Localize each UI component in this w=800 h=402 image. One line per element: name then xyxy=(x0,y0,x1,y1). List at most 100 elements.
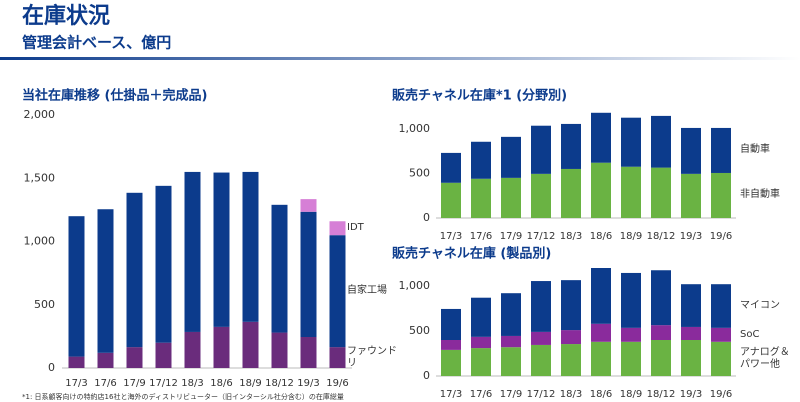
bar-segment xyxy=(651,325,671,340)
bar-segment xyxy=(97,352,114,368)
x-tick-label: 17/6 xyxy=(94,378,116,389)
bar-segment xyxy=(184,331,201,368)
y-tick-label: 500 xyxy=(409,324,430,337)
bar-segment xyxy=(651,340,671,376)
bar-segment xyxy=(681,340,701,376)
x-tick-label: 19/6 xyxy=(326,378,348,389)
bar-segment xyxy=(591,323,611,342)
x-tick-label: 19/6 xyxy=(710,231,732,242)
bar-segment xyxy=(441,152,461,183)
x-tick-label: 17/9 xyxy=(500,231,522,242)
x-tick-label: 17/6 xyxy=(470,389,492,400)
bar-segment xyxy=(501,293,521,336)
bar-segment xyxy=(651,115,671,168)
x-tick-label: 17/6 xyxy=(470,231,492,242)
chart-title: 当社在庫推移 (仕掛品＋完成品) xyxy=(22,88,207,104)
bar-segment xyxy=(501,347,521,376)
x-tick-label: 18/9 xyxy=(239,378,261,389)
bar-segment xyxy=(441,182,461,218)
bar-segment xyxy=(711,172,731,218)
bar-segment xyxy=(531,125,551,174)
bar-segment xyxy=(591,341,611,376)
x-tick-label: 18/12 xyxy=(265,378,294,389)
bar-segment xyxy=(126,347,143,368)
bar-segment xyxy=(681,284,701,327)
legend-label: IDT xyxy=(347,222,364,234)
x-tick-label: 17/3 xyxy=(65,378,87,389)
bar-segment xyxy=(441,349,461,376)
legend-label: ファウンドリ xyxy=(347,345,397,369)
x-tick-label: 18/3 xyxy=(560,389,582,400)
bar-segment xyxy=(651,270,671,326)
x-tick-label: 18/12 xyxy=(647,389,676,400)
bar-segment xyxy=(561,330,581,345)
bar-segment xyxy=(561,123,581,169)
x-tick-label: 18/6 xyxy=(210,378,232,389)
x-tick-label: 19/3 xyxy=(680,231,702,242)
bar-segment xyxy=(329,347,346,368)
x-tick-label: 17/9 xyxy=(500,389,522,400)
x-tick-label: 17/12 xyxy=(149,378,178,389)
y-tick-label: 1,000 xyxy=(399,122,431,135)
legend-label: 自動車 xyxy=(740,144,770,156)
x-tick-label: 19/3 xyxy=(297,378,319,389)
y-tick-label: 0 xyxy=(48,361,55,374)
bar-segment xyxy=(471,336,491,349)
bar-segment xyxy=(471,297,491,337)
bar-segment xyxy=(300,199,317,212)
bar-segment xyxy=(591,112,611,163)
bar-segment xyxy=(681,326,701,340)
x-tick-label: 17/12 xyxy=(527,231,556,242)
bar-segment xyxy=(329,235,346,348)
bar-segment xyxy=(184,171,201,332)
bar-segment xyxy=(621,272,641,328)
legend-label: 自家工場 xyxy=(347,285,387,297)
y-tick-label: 500 xyxy=(34,298,55,311)
bar-segment xyxy=(531,331,551,345)
x-tick-label: 19/6 xyxy=(710,389,732,400)
bar-segment xyxy=(441,340,461,350)
bar-segment xyxy=(531,344,551,376)
bar-segment xyxy=(155,185,172,343)
x-tick-label: 17/9 xyxy=(123,378,145,389)
bar-segment xyxy=(621,327,641,342)
legend-label: マイコン xyxy=(740,300,780,312)
bar-segment xyxy=(213,172,230,327)
y-tick-label: 1,500 xyxy=(24,171,56,184)
x-tick-label: 17/12 xyxy=(527,389,556,400)
bar-segment xyxy=(621,341,641,376)
bar-segment xyxy=(651,167,671,218)
legend-label: アナログ＆パワー他 xyxy=(740,346,790,370)
bar-segment xyxy=(501,177,521,218)
bar-segment xyxy=(471,178,491,218)
bar-segment xyxy=(213,326,230,368)
bar-segment xyxy=(155,342,172,368)
x-tick-label: 17/3 xyxy=(440,231,462,242)
bar-segment xyxy=(561,344,581,376)
bar-segment xyxy=(711,327,731,342)
y-tick-label: 1,000 xyxy=(24,235,56,248)
bar-segment xyxy=(471,348,491,376)
bar-segment xyxy=(68,216,85,357)
bar-segment xyxy=(561,168,581,218)
bar-segment xyxy=(531,173,551,218)
bar-segment xyxy=(441,308,461,340)
chart-title: 販売チャネル在庫 (製品別) xyxy=(392,246,551,262)
bar-segment xyxy=(97,209,114,353)
bar-segment xyxy=(242,171,259,322)
bar-segment xyxy=(300,337,317,368)
x-tick-label: 18/3 xyxy=(560,231,582,242)
bar-segment xyxy=(501,335,521,348)
y-tick-label: 500 xyxy=(409,166,430,179)
x-tick-label: 18/6 xyxy=(590,389,612,400)
bar-segment xyxy=(300,211,317,338)
bar-segment xyxy=(242,321,259,368)
y-tick-label: 0 xyxy=(423,369,430,382)
bar-segment xyxy=(561,280,581,331)
chart-title: 販売チャネル在庫*1 (分野別) xyxy=(392,88,567,104)
footnote: *1: 日系顧客向けの特約店16社と海外のディストリビューター（旧インターシル社… xyxy=(22,392,344,401)
x-tick-label: 18/3 xyxy=(181,378,203,389)
y-tick-label: 0 xyxy=(423,211,430,224)
